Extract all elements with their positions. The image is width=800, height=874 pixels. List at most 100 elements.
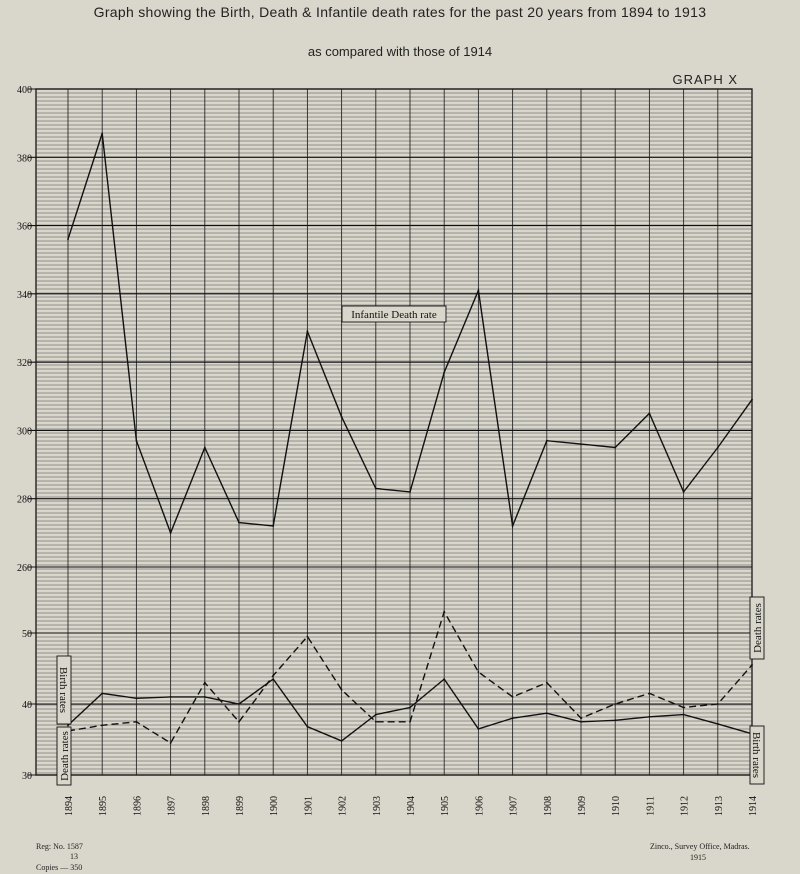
chart-title: Graph showing the Birth, Death & Infanti… [93,4,707,20]
x-tick-label: 1908 [543,796,554,816]
series-death-rates-point [545,681,548,684]
series-death-rates-point [716,703,719,705]
label-death-rates-left-box [56,726,72,786]
copies-note: Copies — 350 [36,863,83,872]
label-birth-rates-right: Birth rates [750,732,762,778]
series-death-rates-point [477,671,480,673]
label-death-rates-right: Death rates [752,603,764,653]
x-tick-label: 1913 [714,796,725,816]
series-infantile-death-rate-point [511,525,514,527]
series-death-rates-point [648,692,651,695]
upper-tick-label: 300 [17,426,32,437]
upper-tick-label: 400 [17,85,32,96]
upper-tick-label: 380 [17,153,32,164]
series-birth-rates-point [409,706,411,709]
series-birth-rates-point [67,724,69,727]
series-birth-rates-point [682,713,685,716]
series-infantile-death-rate-point [203,446,206,449]
x-tick-label: 1895 [98,796,109,816]
series-infantile-death-rate-point [374,487,377,490]
series-birth-rates-point [716,723,719,725]
x-tick-label: 1906 [474,796,485,816]
upper-tick-label: 260 [17,563,32,574]
office-year: 1915 [690,853,706,862]
series-birth-rates-point [443,678,446,680]
series-infantile-death-rate-point [169,532,172,534]
label-death-rates-left: Death rates [59,731,71,781]
series-infantile-death-rate-point [751,398,753,401]
series-death-rates-point [169,742,172,744]
series-infantile-death-rate-point [238,521,240,524]
series-death-rates-point [272,674,275,677]
office-note: Zinco., Survey Office, Madras. [650,842,750,851]
lower-tick-label: 30 [22,771,32,782]
upper-tick-label: 360 [17,222,32,233]
x-tick-label: 1902 [338,796,349,816]
upper-tick-label: 340 [17,290,32,301]
series-death-rates-point [511,696,514,698]
label-birth-rates-right-box [749,725,765,785]
series-death-rates-point [409,720,411,723]
series-death-rates-point [101,724,104,727]
series-death-rates-point [443,610,446,613]
series-death-rates-point [751,664,753,666]
x-tick-label: 1899 [235,796,246,816]
series-death-rates-point [306,635,309,638]
label-death-rates-right-box [749,596,765,660]
series-birth-rates-point [272,678,275,680]
x-tick-label: 1896 [132,796,143,816]
series-death-rates-point [238,720,240,723]
series-infantile-death-rate-point [67,238,69,241]
reg-sub: 13 [70,852,78,861]
series-birth-rates-point [169,696,172,698]
series-birth-rates-point [580,720,582,723]
series-birth-rates-point [238,703,240,705]
series-infantile-death-rate-point [716,446,719,449]
chart-subtitle: as compared with those of 1914 [307,44,493,59]
x-tick-label: 1914 [748,796,759,816]
chart-labels: 260 280 300 320 340 360 380 400 30 40 50 1894 1895 18… [17,72,765,816]
annotation-box [341,305,447,323]
series-infantile-death-rate-point [340,415,343,418]
x-tick-label: 1907 [509,796,520,816]
x-tick-label: 1903 [372,796,383,816]
series-infantile-death-rate-point [545,439,548,442]
series-birth-rates-point [648,715,651,718]
series-birth-rates-point [135,697,138,700]
x-tick-label: 1898 [201,796,212,816]
series-death-rates-point [580,717,582,720]
series-death-rates-point [340,688,343,691]
series-birth-rates-point [203,696,206,698]
series-birth-rates-point [511,717,514,720]
series-infantile-death-rate-point [614,446,617,449]
upper-tick-label: 280 [17,495,32,506]
x-tick-label: 1912 [680,796,691,816]
annotation-infantile-death-rate: Infantile Death rate [351,309,437,321]
series-infantile-death-rate-point [135,439,138,442]
graph-label: GRAPH X [672,72,738,87]
series-birth-rates-point [306,725,309,728]
series-death-rates-point [135,720,138,723]
lower-tick-label: 50 [22,629,32,640]
series-birth-rates-point [477,728,480,730]
x-tick-label: 1904 [406,796,417,816]
series-infantile-death-rate-point [580,443,582,445]
series-birth-rates-point [614,719,617,722]
series-birth-rates-point [374,713,377,716]
series-infantile-death-rate-point [648,412,651,415]
chart-grid [28,88,753,776]
label-birth-rates-left-box [56,655,72,725]
series-infantile-death-rate-point [409,491,411,493]
series-infantile-death-rate-point [272,525,275,527]
x-tick-label: 1909 [577,796,588,816]
series-infantile-death-rate-point [306,330,309,333]
x-tick-label: 1910 [611,796,622,816]
x-tick-label: 1911 [645,796,656,816]
x-tick-label: 1900 [269,796,280,816]
series-death-rates-point [614,703,617,705]
upper-tick-label: 320 [17,358,32,369]
label-birth-rates-left: Birth rates [57,667,69,713]
series-death-rates-point [682,706,685,709]
series-birth-rates-point [340,740,343,742]
